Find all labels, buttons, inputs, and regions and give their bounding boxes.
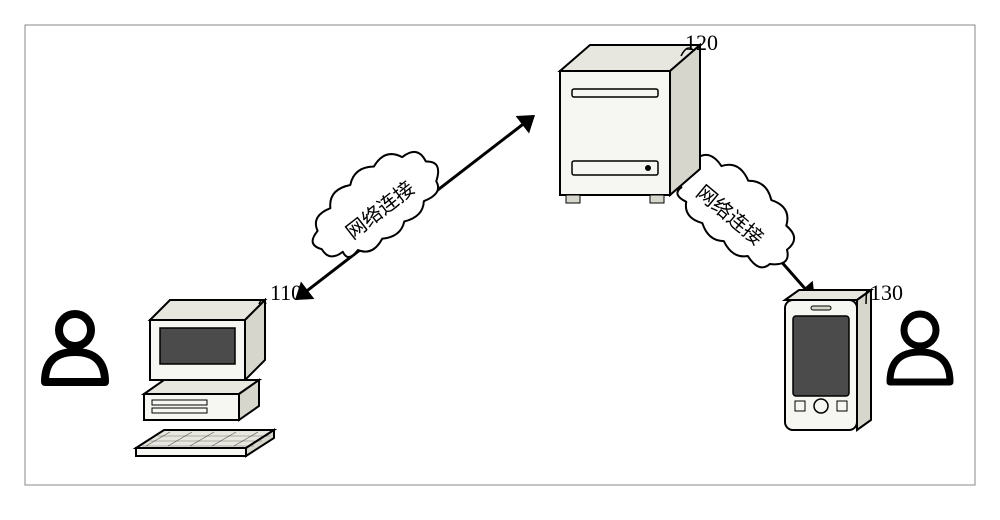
desktop-label: 110 bbox=[270, 280, 302, 305]
link-left-cloud: 网络连接 bbox=[295, 131, 455, 278]
user-left-icon bbox=[45, 314, 105, 382]
server-label: 120 bbox=[685, 30, 718, 55]
desktop-icon bbox=[136, 300, 274, 456]
server-icon bbox=[560, 45, 700, 203]
phone-icon bbox=[785, 290, 871, 430]
phone-label: 130 bbox=[870, 280, 903, 305]
user-right-icon bbox=[890, 314, 950, 382]
